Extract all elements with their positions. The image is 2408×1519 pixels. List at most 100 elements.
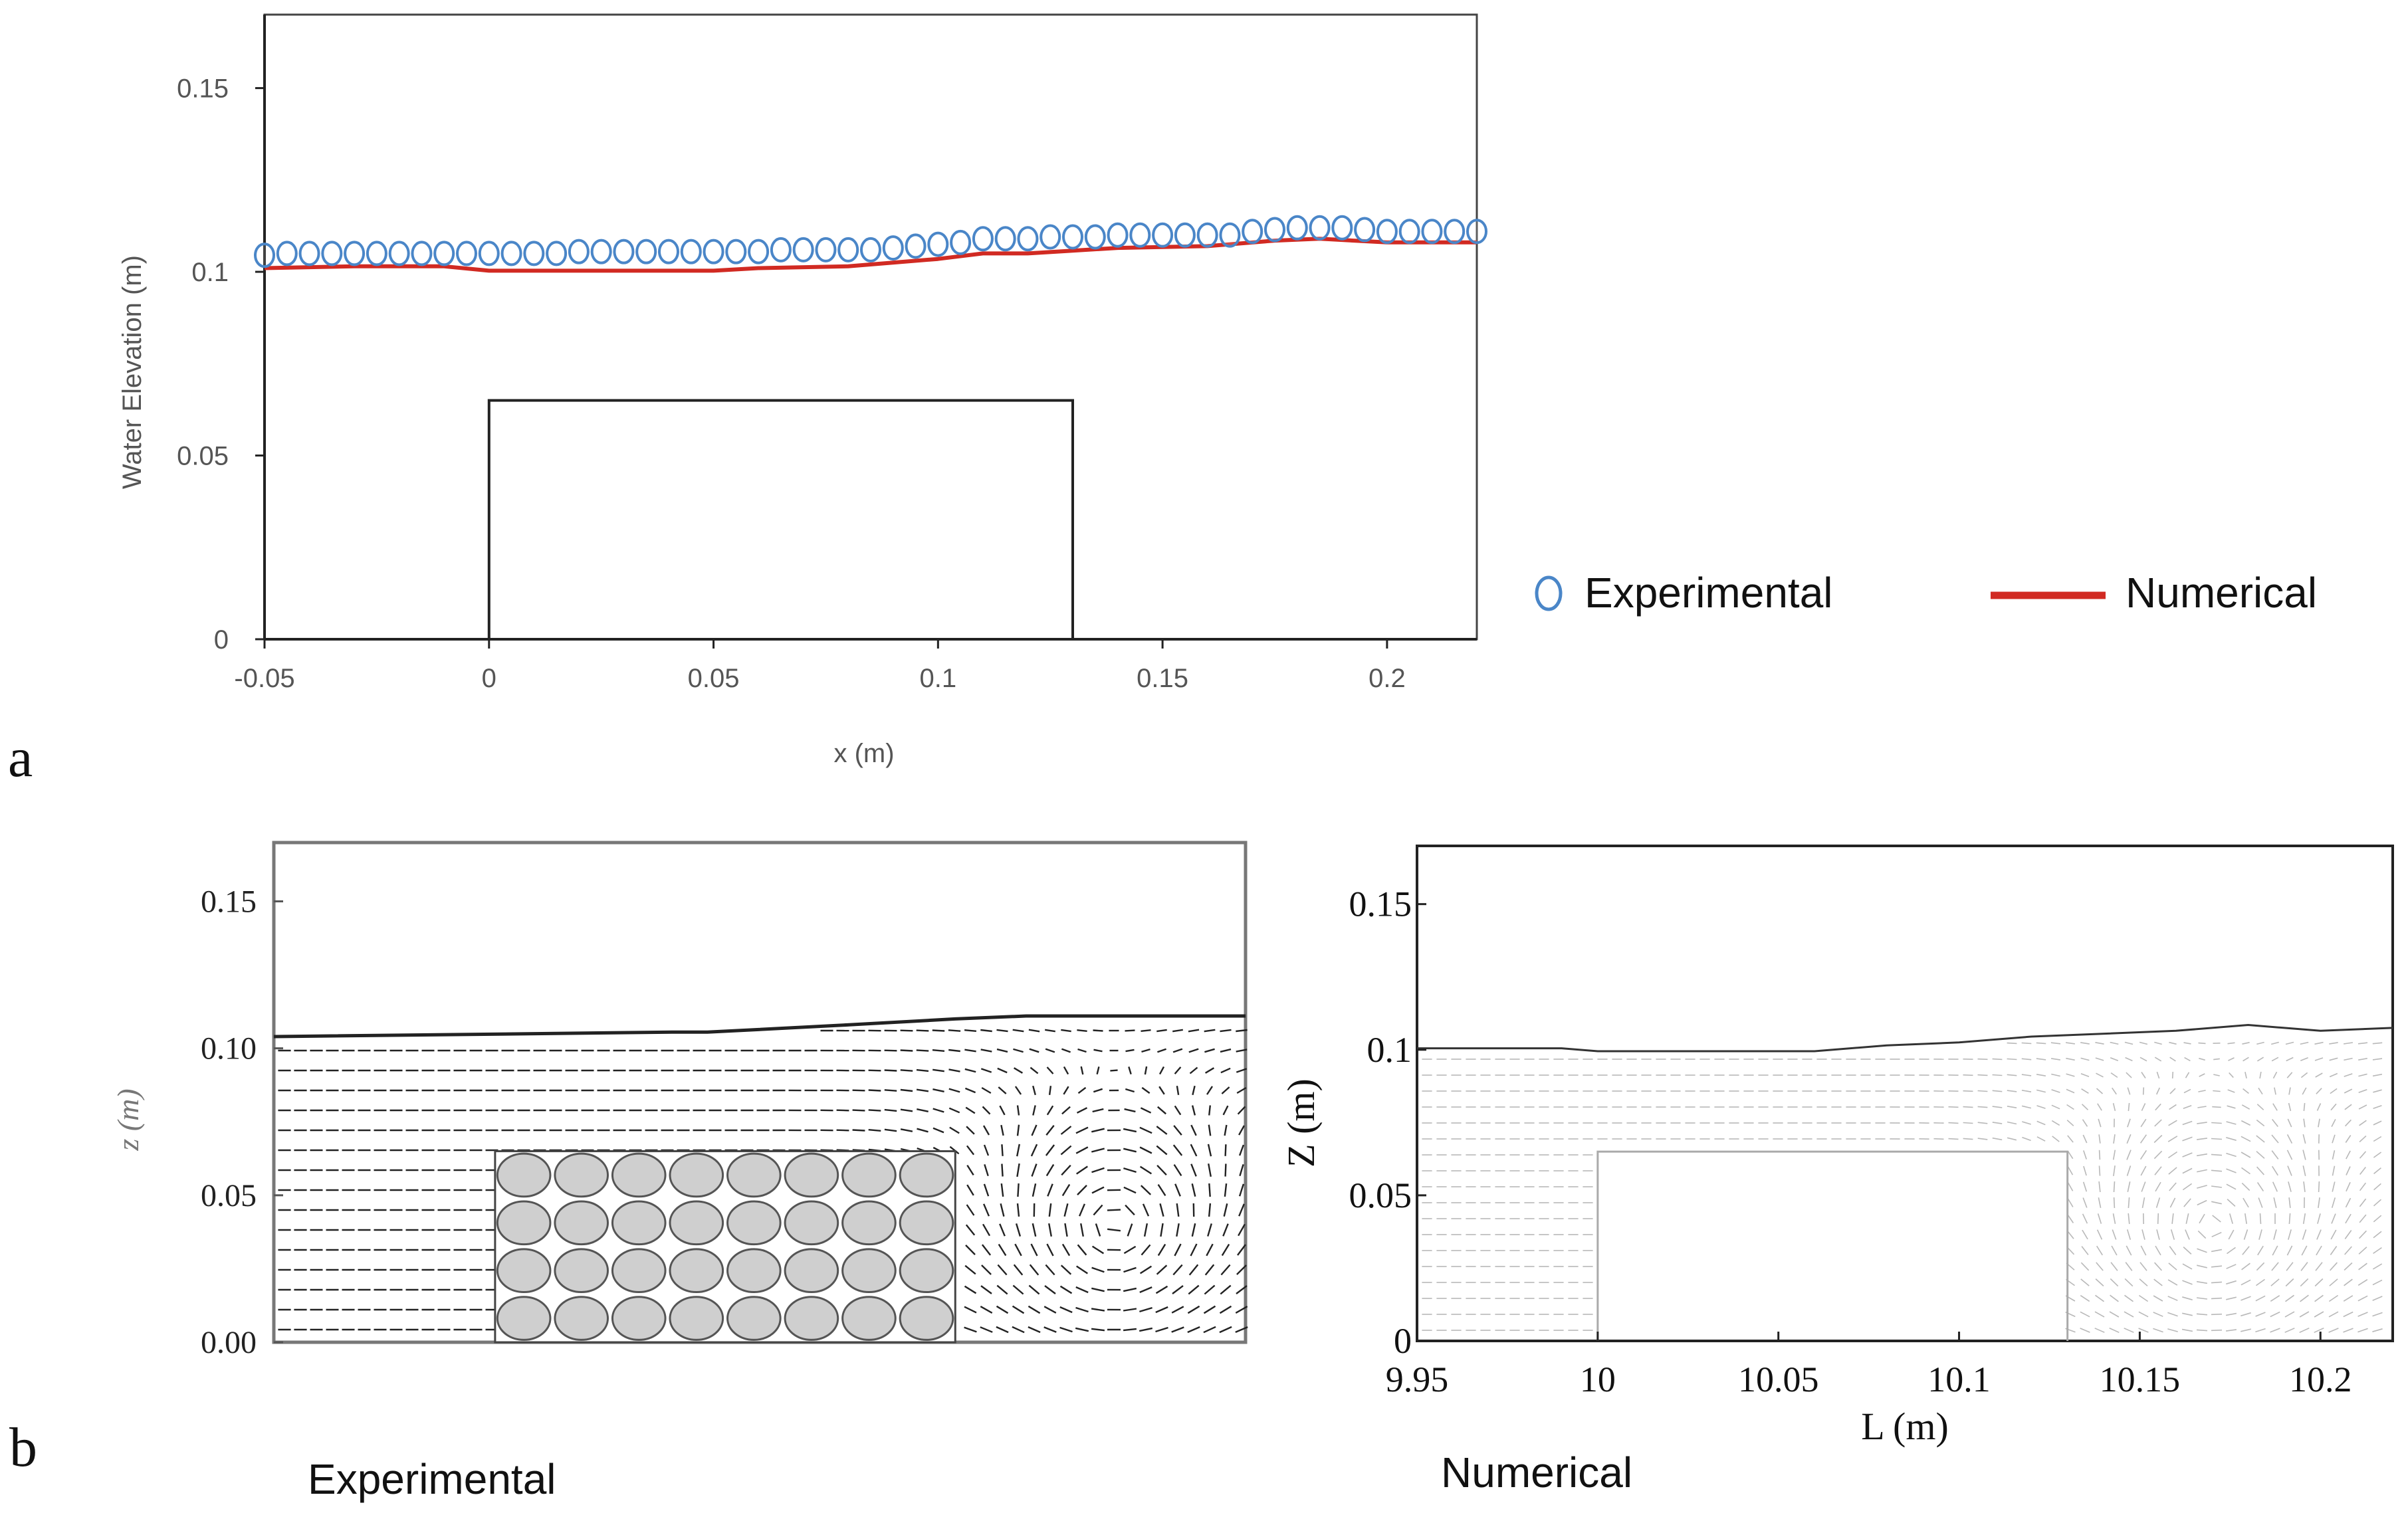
numerical-vector bbox=[2197, 1169, 2207, 1173]
experimental-vector bbox=[1028, 1029, 1040, 1033]
numerical-vector bbox=[2094, 1328, 2105, 1333]
numerical-vector bbox=[2288, 1102, 2292, 1112]
stone bbox=[496, 1296, 552, 1341]
experimental-vector bbox=[1236, 1265, 1247, 1275]
experimental-vector bbox=[1191, 1183, 1196, 1197]
numerical-vector bbox=[2315, 1072, 2323, 1078]
numerical-vector bbox=[2330, 1088, 2338, 1094]
experimental-point bbox=[366, 241, 387, 266]
numerical-vector bbox=[2373, 1231, 2382, 1239]
numerical-vector bbox=[2358, 1058, 2367, 1061]
numerical-vector bbox=[2197, 1248, 2207, 1253]
experimental-vector bbox=[982, 1125, 990, 1136]
numerical-vector bbox=[2096, 1229, 2103, 1240]
numerical-water-surface bbox=[1417, 1023, 2393, 1053]
experimental-vector bbox=[1172, 1144, 1183, 1156]
panel-a-xtick-label: 0.2 bbox=[1368, 664, 1406, 693]
numerical-vector bbox=[2082, 1134, 2088, 1144]
numerical-vector bbox=[2270, 1278, 2280, 1286]
numerical-vector bbox=[2138, 1311, 2149, 1318]
numerical-vector bbox=[2007, 1074, 2017, 1076]
experimental-point bbox=[456, 241, 477, 266]
experimental-vector bbox=[1060, 1265, 1072, 1275]
stone bbox=[611, 1296, 667, 1341]
experimental-vector bbox=[1032, 1183, 1037, 1197]
numerical-vector bbox=[2329, 1278, 2338, 1286]
experimental-point bbox=[1062, 224, 1083, 250]
panel-label-b: b bbox=[9, 1417, 37, 1478]
numerical-vector bbox=[2181, 1328, 2193, 1332]
experimental-point bbox=[1444, 219, 1466, 245]
experimental-point bbox=[882, 235, 904, 261]
numerical-vector bbox=[2314, 1294, 2324, 1302]
numerical-vector bbox=[2287, 1118, 2292, 1128]
numerical-vector bbox=[2139, 1134, 2147, 1144]
numerical-vector bbox=[2183, 1247, 2192, 1255]
numerical-vector bbox=[2314, 1278, 2324, 1287]
numerical-vector bbox=[2272, 1165, 2278, 1176]
experimental-vector bbox=[1139, 1327, 1153, 1332]
numerical-vector bbox=[1977, 1058, 1988, 1061]
numerical-vector bbox=[2169, 1041, 2177, 1045]
experimental-vector bbox=[966, 1204, 975, 1216]
experimental-vector bbox=[1160, 1223, 1164, 1237]
experimental-point bbox=[478, 241, 500, 266]
numerical-vector bbox=[2126, 1165, 2132, 1176]
numerical-vector bbox=[2182, 1120, 2193, 1126]
experimental-vector bbox=[964, 1029, 977, 1032]
numerical-vector bbox=[2067, 1166, 2074, 1175]
experimental-ytick-label: 0.05 bbox=[201, 1178, 257, 1213]
numerical-vector bbox=[2330, 1246, 2338, 1255]
numerical-vector bbox=[2373, 1104, 2382, 1110]
experimental-vector bbox=[964, 1326, 977, 1333]
numerical-vector bbox=[2021, 1105, 2032, 1109]
numerical-vector bbox=[2344, 1246, 2352, 1255]
numerical-vector bbox=[2229, 1072, 2234, 1078]
numerical-vector bbox=[2169, 1104, 2177, 1110]
numerical-vector bbox=[2081, 1104, 2089, 1110]
experimental-vector bbox=[916, 1068, 929, 1072]
numerical-vector bbox=[2284, 1328, 2295, 1333]
experimental-point bbox=[411, 241, 433, 266]
numerical-vector bbox=[2183, 1088, 2191, 1094]
numerical-vector bbox=[2182, 1167, 2193, 1174]
experimental-vector bbox=[932, 1127, 944, 1134]
experimental-vector bbox=[1204, 1264, 1215, 1276]
experimental-vector bbox=[964, 1087, 976, 1094]
numerical-vector bbox=[2168, 1167, 2177, 1175]
experimental-vector bbox=[1236, 1029, 1248, 1033]
numerical-vector bbox=[2007, 1042, 2017, 1045]
experimental-vector bbox=[998, 1086, 1007, 1094]
experimental-vector bbox=[981, 1244, 992, 1256]
stone bbox=[899, 1296, 954, 1341]
experimental-vector bbox=[1044, 1285, 1056, 1294]
experimental-vector bbox=[1188, 1048, 1199, 1053]
stone bbox=[784, 1152, 839, 1198]
numerical-vector bbox=[2082, 1119, 2088, 1127]
experimental-vector bbox=[1091, 1148, 1105, 1153]
panel-a-ytick-label: 0 bbox=[214, 625, 229, 655]
experimental-vector bbox=[1188, 1284, 1200, 1295]
experimental-vector bbox=[1123, 1245, 1137, 1255]
numerical-vector bbox=[2272, 1181, 2278, 1192]
experimental-vector bbox=[966, 1126, 975, 1135]
experimental-vector bbox=[982, 1106, 991, 1115]
stone bbox=[496, 1248, 552, 1294]
numerical-vector bbox=[2346, 1166, 2351, 1175]
experimental-vector bbox=[948, 1068, 960, 1072]
experimental-vector bbox=[1059, 1326, 1073, 1333]
experimental-vector bbox=[980, 1049, 992, 1053]
numerical-vector bbox=[2226, 1264, 2237, 1269]
experimental-vector bbox=[1219, 1305, 1232, 1314]
numerical-vector bbox=[2110, 1041, 2119, 1045]
numerical-vector bbox=[2288, 1181, 2292, 1192]
numerical-vector bbox=[2155, 1245, 2161, 1256]
numerical-vector bbox=[2082, 1229, 2088, 1240]
numerical-vector bbox=[1963, 1106, 1973, 1108]
numerical-vector bbox=[2227, 1247, 2236, 1255]
experimental-ytick-label: 0.15 bbox=[201, 884, 257, 919]
numerical-vector bbox=[2213, 1090, 2221, 1092]
numerical-vector bbox=[2185, 1229, 2190, 1240]
experimental-vector bbox=[1031, 1164, 1038, 1177]
experimental-vector bbox=[916, 1088, 929, 1092]
